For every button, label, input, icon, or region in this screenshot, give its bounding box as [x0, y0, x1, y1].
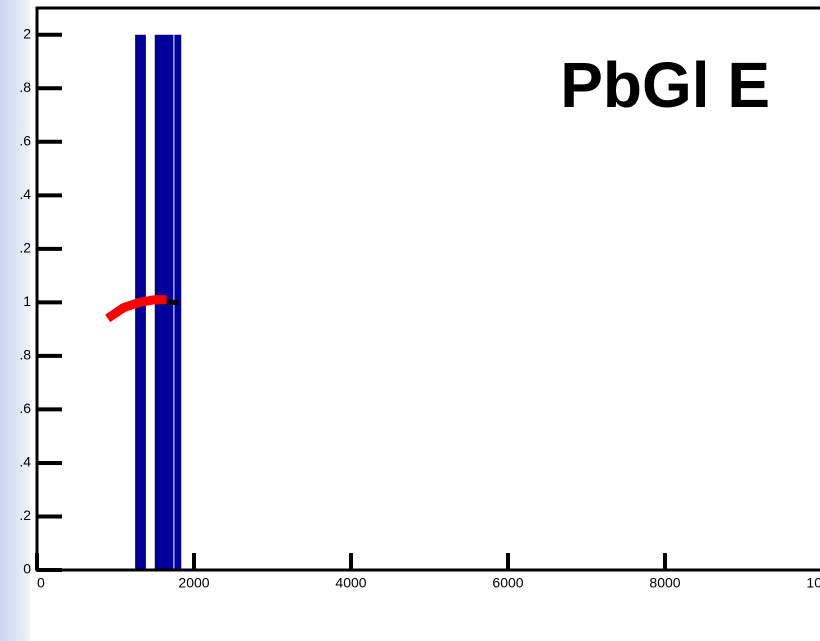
y-tick-label: .6	[19, 133, 31, 149]
line	[105, 295, 167, 323]
y-tick-label: 1	[23, 293, 31, 309]
chart-title: PbGl E	[560, 49, 770, 121]
x-tick-label: 2000	[178, 575, 209, 591]
x-tick-label: 6000	[492, 575, 523, 591]
side-strip	[0, 0, 30, 641]
y-tick-label: 0	[23, 561, 31, 577]
y-tick-label: .8	[19, 347, 31, 363]
y-tick-label: 2	[23, 25, 31, 41]
x-tick-label: 1000	[806, 575, 820, 591]
y-tick-label: .8	[19, 79, 31, 95]
y-tick-label: .4	[19, 454, 31, 470]
y-tick-label: .2	[19, 507, 31, 523]
frame	[35, 6, 820, 572]
x-tick-label: 8000	[649, 575, 680, 591]
y-tick-label: .6	[19, 400, 31, 416]
x-tick-label: 4000	[335, 575, 366, 591]
x-tick-label: 0	[37, 575, 45, 591]
y-tick-label: .2	[19, 240, 31, 256]
y-tick-label: .4	[19, 186, 31, 202]
